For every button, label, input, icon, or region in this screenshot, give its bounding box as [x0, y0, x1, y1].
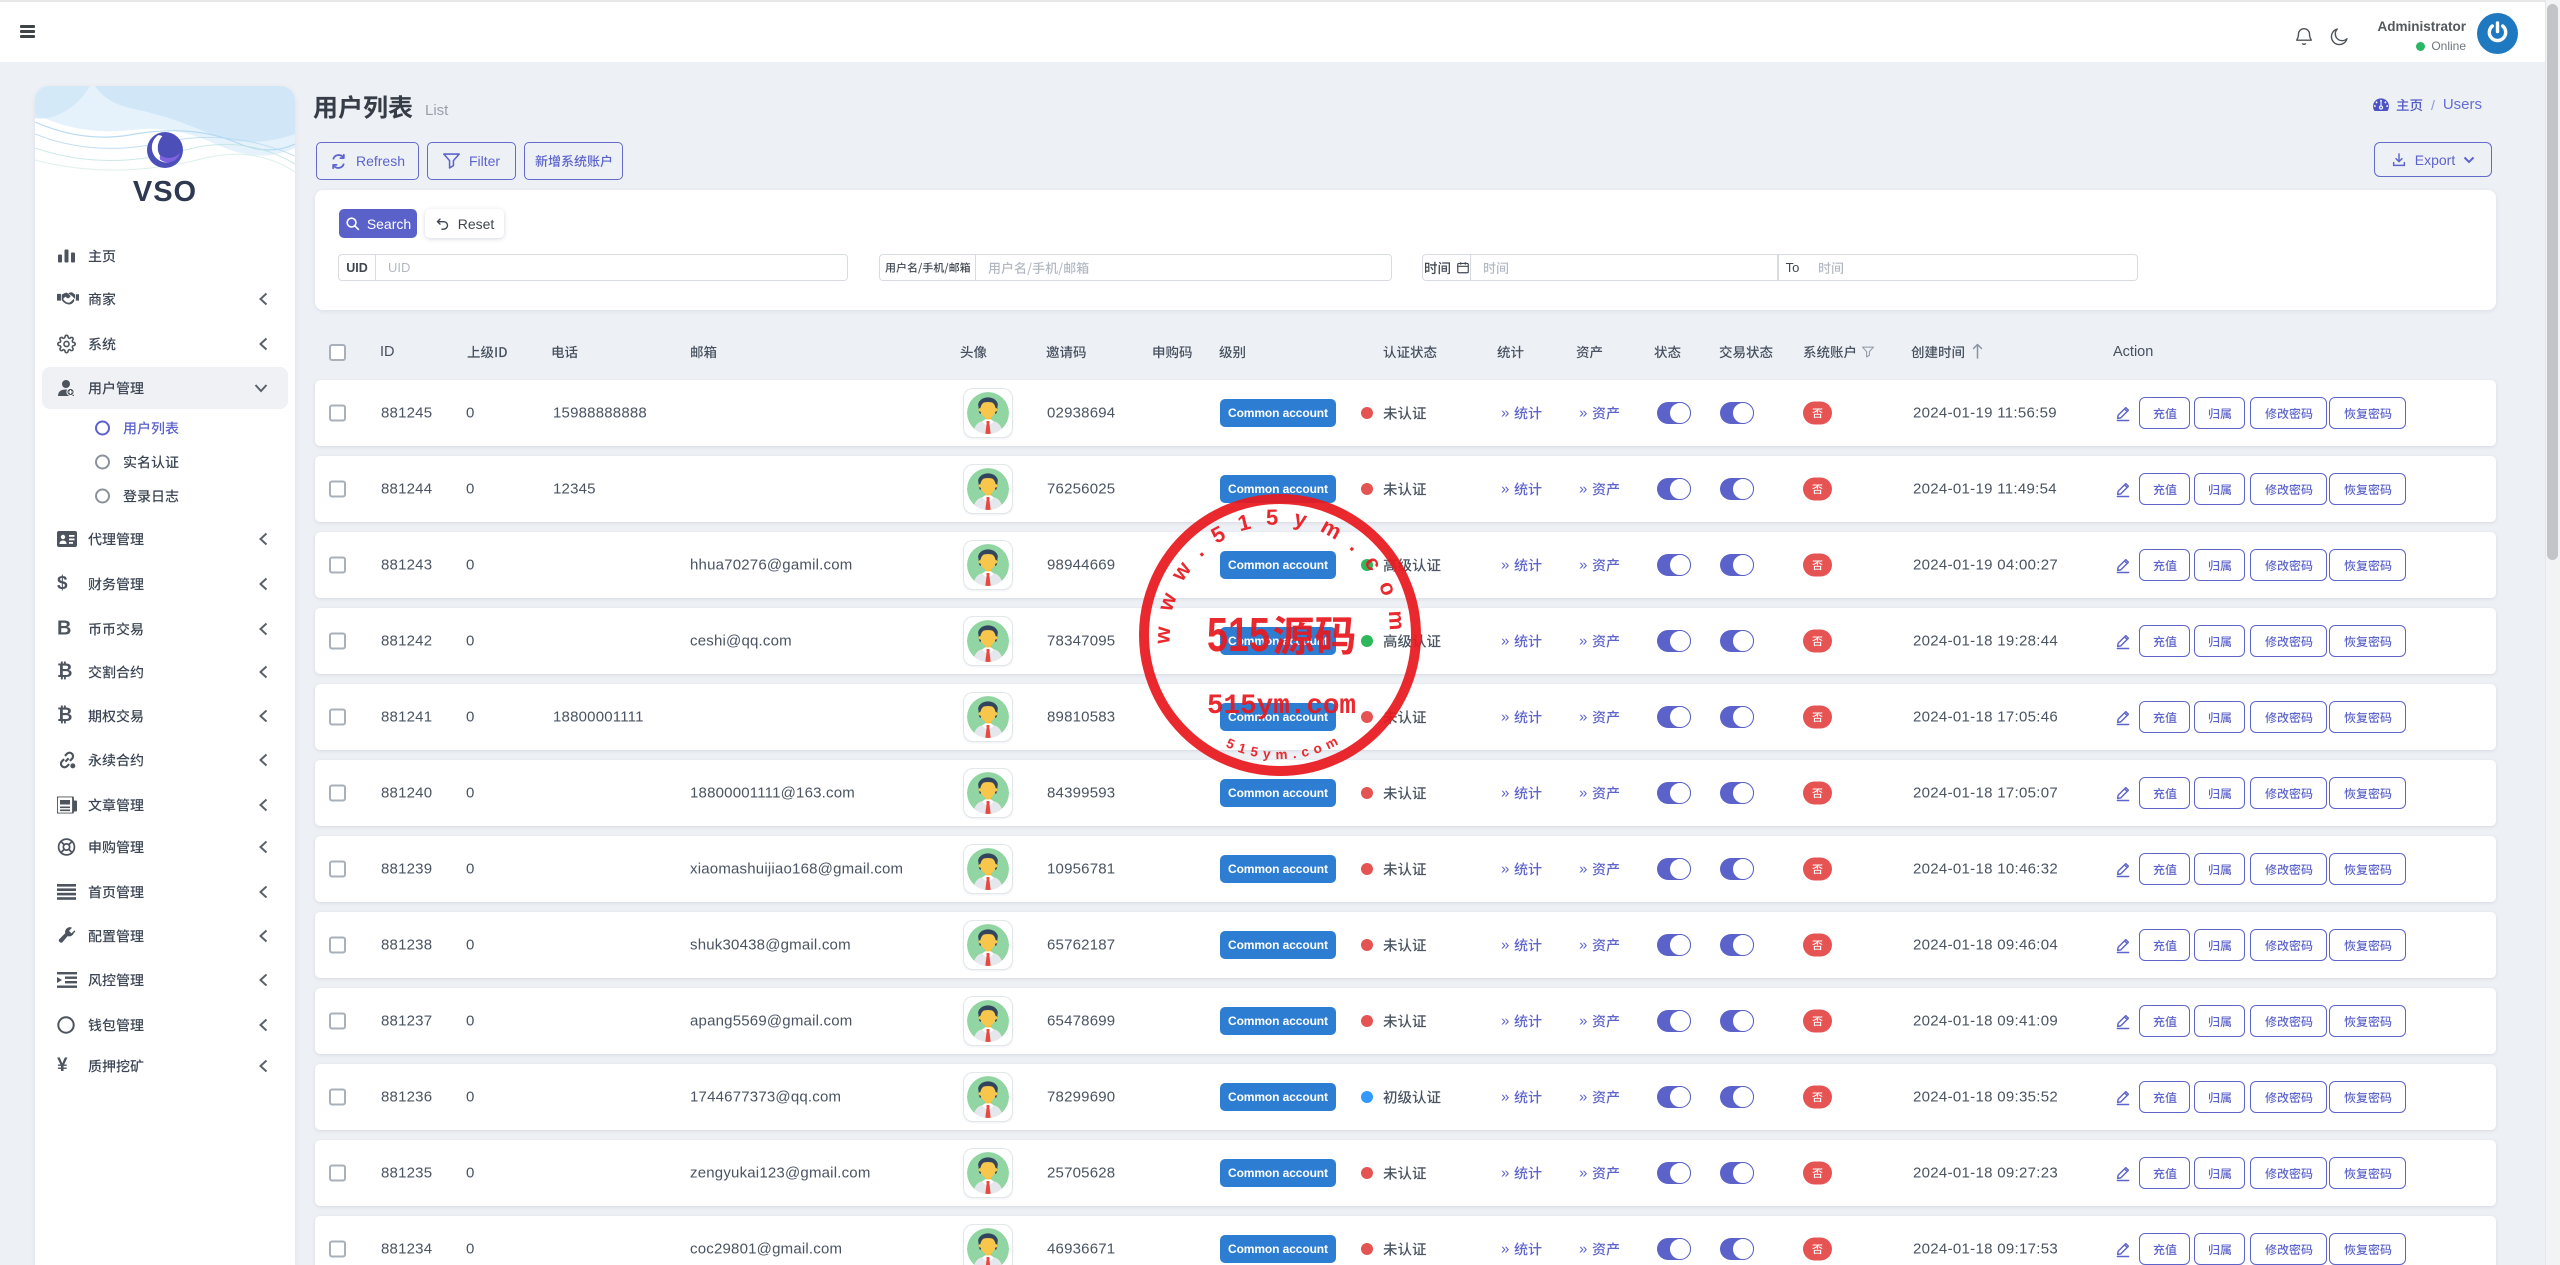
svg-text:www.515ym.com: www.515ym.com	[1149, 505, 1411, 646]
svg-text:515: 515	[1207, 609, 1270, 662]
svg-text:515ym.com: 515ym.com	[1207, 691, 1356, 722]
